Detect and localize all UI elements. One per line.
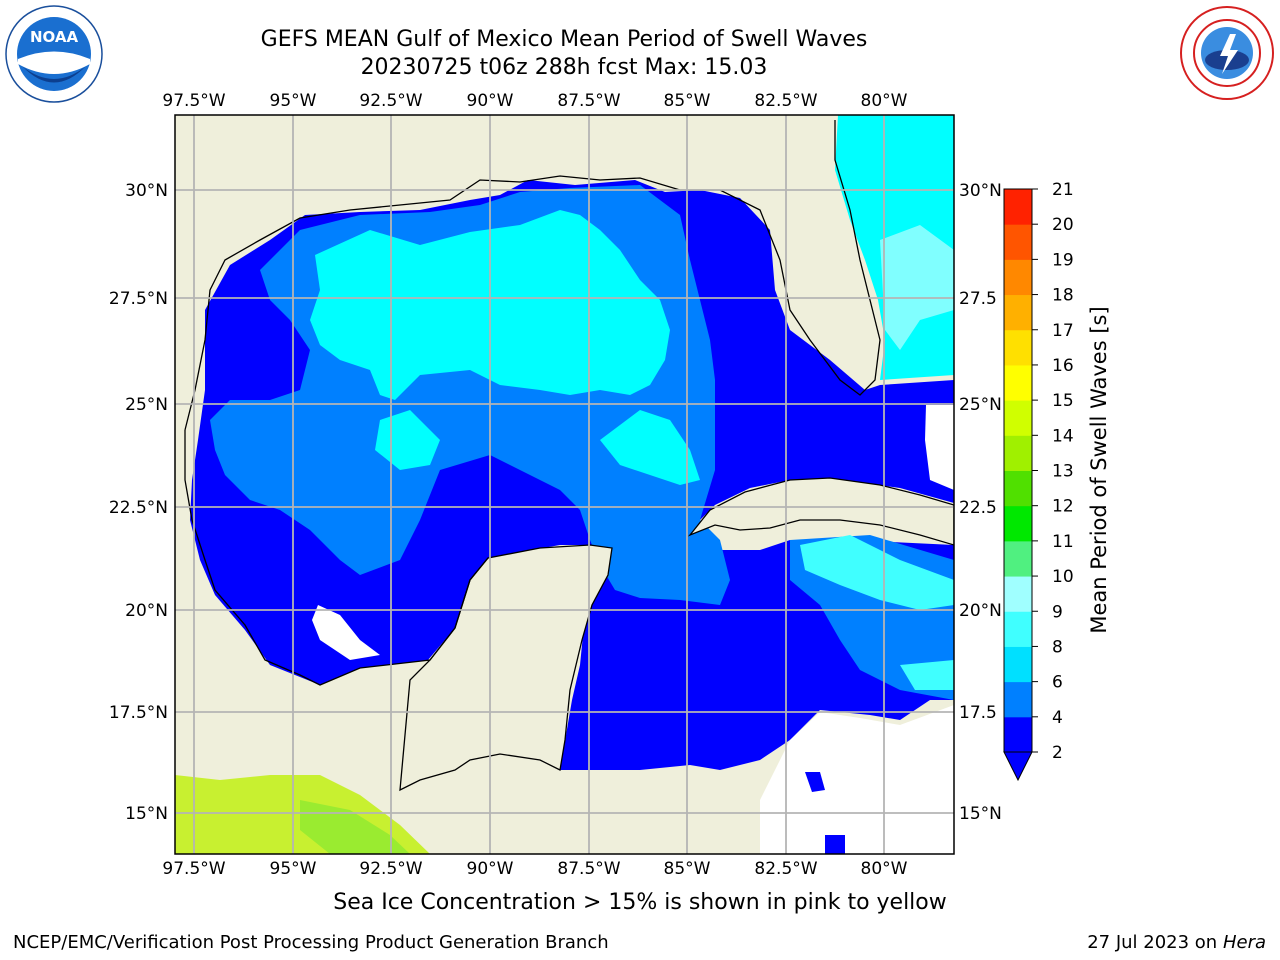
lat-label: 22.5°N <box>109 498 168 518</box>
noaa-logo: NOAA <box>5 5 103 103</box>
blue-speck2 <box>825 835 845 854</box>
colorbar-segment <box>1004 400 1032 436</box>
colorbar-tick-label: 11 <box>1052 532 1074 552</box>
chart-subtitle: 20230725 t06z 288h fcst Max: 15.03 <box>360 55 768 80</box>
run-date: 27 Jul 2023 on Hera <box>1087 932 1266 953</box>
lat-label: 20°N <box>125 601 168 621</box>
lat-label: 22.5 <box>959 498 997 518</box>
sea-ice-note: Sea Ice Concentration > 15% is shown in … <box>333 890 947 915</box>
lon-label: 85°W <box>664 859 711 879</box>
nodata-campeche <box>312 605 380 660</box>
lat-label: 30°N <box>125 181 168 201</box>
colorbar-tick-label: 15 <box>1052 391 1074 411</box>
colorbar-segment <box>1004 646 1032 683</box>
colorbar-tick-label: 21 <box>1052 180 1074 200</box>
nodata-keys <box>925 405 954 490</box>
colorbar: 2 4 6 8 9 10 11 12 13 14 15 16 17 18 19 20 21 <box>1003 180 1074 782</box>
run-date-text: 27 Jul 2023 on <box>1087 932 1218 953</box>
band-6-8-carib2 <box>900 660 954 690</box>
colorbar-tick-label: 14 <box>1052 426 1074 446</box>
lon-label: 97.5°W <box>162 91 225 111</box>
lon-label: 90°W <box>467 859 514 879</box>
colorbar-segment <box>1004 470 1032 507</box>
colorbar-tick-label: 12 <box>1052 497 1074 517</box>
lat-label: 25°N <box>125 395 168 415</box>
lon-label: 82.5°W <box>754 91 817 111</box>
nws-logo <box>1180 6 1274 100</box>
colorbar-segment <box>1004 189 1032 225</box>
colorbar-segment <box>1004 294 1032 331</box>
colorbar-extend-arrow <box>1003 751 1033 782</box>
credit-text: NCEP/EMC/Verification Post Processing Pr… <box>13 932 609 953</box>
colorbar-tick-label: 6 <box>1052 673 1063 693</box>
blue-speck <box>805 772 825 792</box>
colorbar-tick-label: 8 <box>1052 637 1063 657</box>
lon-label: 97.5°W <box>162 859 225 879</box>
lon-label: 92.5°W <box>359 91 422 111</box>
lon-label: 80°W <box>861 91 908 111</box>
colorbar-segment <box>1004 505 1032 542</box>
colorbar-segment <box>1004 540 1032 577</box>
svg-text:NOAA: NOAA <box>30 28 79 46</box>
colorbar-segment <box>1004 224 1032 260</box>
colorbar-tick-label: 17 <box>1052 321 1074 341</box>
colorbar-segment <box>1004 681 1032 718</box>
lat-label: 15°N <box>125 804 168 824</box>
colorbar-tick-label: 2 <box>1052 743 1063 763</box>
lon-label: 95°W <box>270 859 317 879</box>
lon-label: 90°W <box>467 91 514 111</box>
lat-labels-right: 30°N 27.5 25°N 22.5 20°N 17.5 15°N <box>959 181 1002 824</box>
yucatan-land <box>399 544 613 792</box>
lat-label: 27.5°N <box>109 289 168 309</box>
colorbar-segment <box>1004 716 1032 753</box>
colorbar-tick-label: 10 <box>1052 567 1074 587</box>
colorbar-segment <box>1004 364 1032 401</box>
map-area <box>175 115 954 854</box>
us-coast <box>184 120 881 431</box>
colorbar-segment <box>1004 576 1032 612</box>
lat-label: 27.5 <box>959 289 997 309</box>
colorbar-tick-label: 16 <box>1052 356 1074 376</box>
lon-labels-top: 97.5°W 95°W 92.5°W 90°W 87.5°W 85°W 82.5… <box>162 91 907 111</box>
colorbar-segment <box>1004 259 1032 296</box>
colorbar-segment <box>1004 435 1032 471</box>
lat-label: 17.5 <box>959 703 997 723</box>
band-6-8-b <box>600 410 700 485</box>
graticule <box>175 115 954 854</box>
lat-label: 30°N <box>959 181 1002 201</box>
lon-label: 87.5°W <box>557 91 620 111</box>
lon-label: 82.5°W <box>754 859 817 879</box>
colorbar-segment <box>1004 611 1032 647</box>
colorbar-tick-label: 18 <box>1052 286 1074 306</box>
nodata-south <box>760 705 954 854</box>
colorbar-segment <box>1004 329 1032 366</box>
map-frame <box>174 114 955 855</box>
lat-labels-left: 30°N 27.5°N 25°N 22.5°N 20°N 17.5°N 15°N <box>109 181 168 824</box>
lon-labels-bottom: 97.5°W 95°W 92.5°W 90°W 87.5°W 85°W 82.5… <box>162 859 907 879</box>
lat-label: 25°N <box>959 395 1002 415</box>
lon-label: 87.5°W <box>557 859 620 879</box>
band-6-8-carib <box>800 535 954 610</box>
lon-label: 95°W <box>270 91 317 111</box>
colorbar-tick-label: 13 <box>1052 462 1074 482</box>
colorbar-tick-label: 9 <box>1052 602 1063 622</box>
cuba-land <box>687 477 954 546</box>
lat-label: 20°N <box>959 601 1002 621</box>
colorbar-tick-label: 20 <box>1052 215 1074 235</box>
colorbar-label: Mean Period of Swell Waves [s] <box>1087 306 1111 633</box>
colorbar-tick-label: 4 <box>1052 708 1063 728</box>
host-name: Hera <box>1222 932 1266 953</box>
chart-title: GEFS MEAN Gulf of Mexico Mean Period of … <box>260 27 868 52</box>
lon-label: 92.5°W <box>359 859 422 879</box>
lat-label: 15°N <box>959 804 1002 824</box>
lon-label: 85°W <box>664 91 711 111</box>
lat-label: 17.5°N <box>109 703 168 723</box>
colorbar-tick-label: 19 <box>1052 250 1074 270</box>
atlantic-light <box>880 225 954 350</box>
lon-label: 80°W <box>861 859 908 879</box>
